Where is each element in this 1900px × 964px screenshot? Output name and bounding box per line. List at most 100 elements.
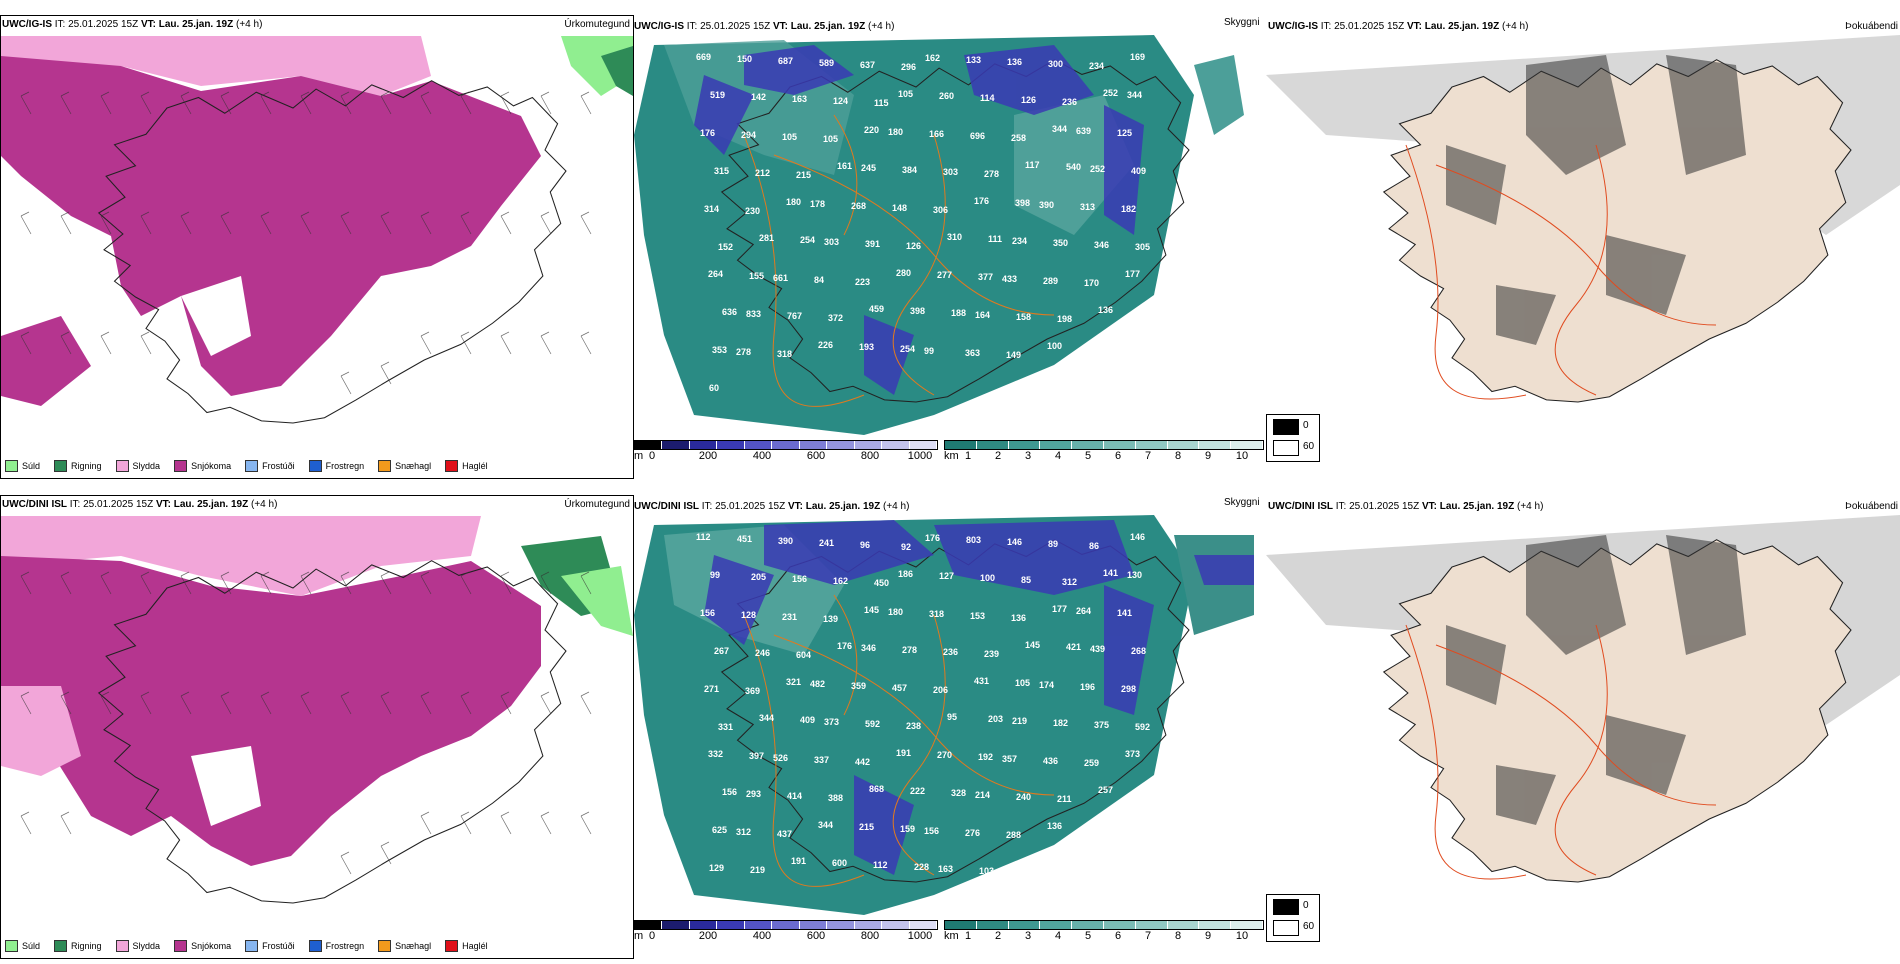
cloud-base-value: 117 [1025,160,1040,170]
cloud-base-value: 271 [704,684,719,694]
cloud-title: Skyggni [1224,17,1260,28]
cloud-base-value: 390 [778,536,793,546]
cloud-base-value: 219 [1012,716,1027,726]
cloud-base-value: 155 [749,271,764,281]
fog-legend-swatch [1273,419,1299,435]
legend-swatch [174,460,188,472]
cloud-base-value: 136 [1011,613,1026,623]
cloud-base-value: 305 [1135,242,1150,252]
precip-legend: Súld Rigning Slydda Snjókoma Frostúði Fr… [5,460,488,472]
cloud-base-value: 178 [810,199,825,209]
cloud-base-value: 437 [777,829,792,839]
cloud-base-value: 228 [914,862,929,872]
cloud-base-value: 318 [929,609,944,619]
cloud-base-value: 92 [901,542,911,552]
model-name: UWC/IG-IS [634,21,684,32]
row-dini: UWC/DINI ISL IT: 25.01.2025 15Z VT: Lau.… [0,494,1900,964]
valid-time: Lau. 25.jan. 19Z [790,21,866,32]
cloud-base-value: 193 [859,342,874,352]
legend-swatch [54,460,68,472]
cloud-base-colorbar: m 0 200 400 600 800 1000 [634,440,944,466]
cloud-base-value: 166 [929,129,944,139]
legend-item: Rigning [54,940,102,952]
cloud-base-value: 298 [1121,684,1136,694]
cloud-base-value: 636 [722,307,737,317]
cloud-base-value: 100 [980,573,995,583]
cloud-base-value: 409 [1131,166,1146,176]
cloud-base-value: 145 [1025,640,1040,650]
cloud-base-value: 373 [1125,749,1140,759]
cloud-base-value: 488 [1139,787,1154,797]
rain-area [601,46,633,96]
precip-type-panel: UWC/IG-IS IT: 25.01.2025 15Z VT: Lau. 25… [0,15,634,479]
fog-map [1266,515,1900,925]
cloud-base-value: 125 [1117,128,1132,138]
cloud-base-value: 310 [947,232,962,242]
legend-item: Slydda [115,940,160,952]
init-time: IT: 25.01.2025 15Z [54,19,139,30]
legend-swatch [308,940,322,952]
cloud-base-value: 96 [860,540,870,550]
visibility-colorbar: km 1 2 3 4 5 6 7 8 9 10 [944,440,1264,466]
cloud-base-value: 124 [833,96,848,106]
cloud-base-value: 112 [696,532,711,542]
cloud-base-value: 145 [864,605,879,615]
cloud-base-value: 234 [1012,236,1027,246]
lead-time: (+4 h) [1517,501,1544,512]
legend-swatch [245,460,259,472]
cloud-base-value: 519 [710,90,725,100]
cloud-base-value: 350 [1053,238,1068,248]
legend-swatch [445,940,459,952]
cloud-base-value: 375 [1094,720,1109,730]
cloud-base-value: 313 [1080,202,1095,212]
cloud-base-value: 390 [1039,200,1054,210]
cloud-base-value: 377 [978,272,993,282]
cloud-base-value: 353 [712,345,727,355]
valid-time: Lau. 25.jan. 19Z [1439,501,1515,512]
cloud-title: Skyggni [1224,497,1260,508]
cloud-base-value: 99 [924,346,934,356]
cloud-base-value: 868 [869,784,884,794]
cloud-base-value: 276 [965,828,980,838]
fog-map [1266,35,1900,445]
cloud-base-value: 230 [745,206,760,216]
drizzle-area [561,566,633,636]
cloud-base-value: 318 [777,349,792,359]
cloud-base-value: 258 [1011,133,1026,143]
cloud-base-value: 257 [1098,785,1113,795]
cloud-base-value: 252 [1090,164,1105,174]
colorbar-strip [944,920,1264,930]
cloud-base-value: 442 [855,757,870,767]
lead-time: (+4 h) [883,501,910,512]
cloud-base-value: 86 [1089,541,1099,551]
cloud-base-value: 191 [896,748,911,758]
cloud-base-value: 211 [1057,794,1072,804]
cloud-base-value: 136 [1098,305,1113,315]
cloud-map: 112 451 390 241 96 92 176 803 146 89 86 146 99 205 156… [634,515,1264,925]
cloud-base-value: 156 [924,826,939,836]
colorbar-unit: m [634,930,644,942]
cloud-base-value: 236 [943,647,958,657]
colorbar-unit: m [634,450,644,462]
legend-item: Snjókoma [174,940,231,952]
legend-swatch [378,460,392,472]
cloud-base-value: 156 [700,608,715,618]
legend-item: Haglél [445,940,488,952]
legend-item: Frostúði [245,940,295,952]
cloud-base-value: 141 [1117,608,1132,618]
cloud-base-value: 592 [1135,722,1150,732]
cloud-base-value: 369 [745,686,760,696]
cloud-base-value: 294 [741,130,756,140]
cloud-base-value: 373 [824,717,839,727]
model-name: UWC/DINI ISL [634,501,699,512]
cloud-base-value: 118 [1088,343,1103,353]
cloud-base-value: 236 [1062,97,1077,107]
cloud-base-value: 592 [865,719,880,729]
cloud-base-value: 105 [782,132,797,142]
cloud-base-value: 231 [782,612,797,622]
cloud-base-value: 296 [901,62,916,72]
roads [1405,144,1717,400]
model-name: UWC/IG-IS [2,19,52,30]
cloud-base-value: 159 [900,824,915,834]
legend-item: Haglél [445,460,488,472]
